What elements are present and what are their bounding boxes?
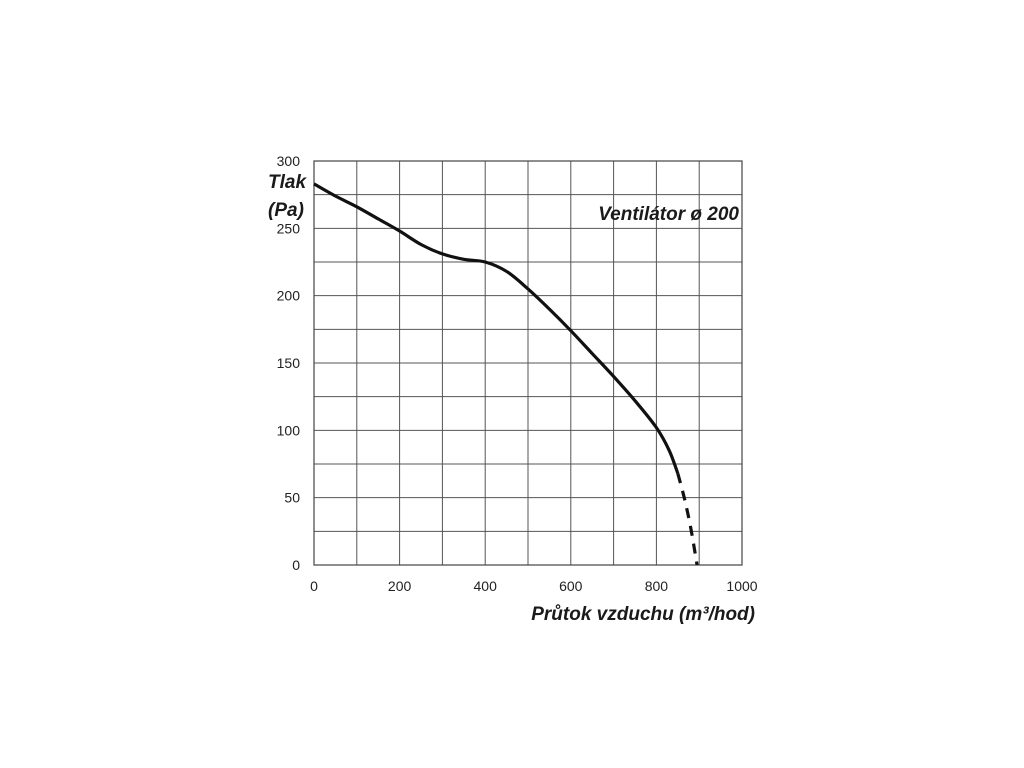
y-axis-label-line2: (Pa)	[268, 200, 304, 221]
y-tick-label: 0	[292, 557, 300, 573]
y-axis-label-line1: Tlak	[268, 172, 307, 193]
x-tick-label: 600	[559, 578, 583, 594]
y-tick-label: 50	[284, 490, 300, 506]
plot-frame	[313, 160, 743, 566]
x-tick-label: 0	[310, 578, 318, 594]
grid	[314, 161, 742, 565]
curve-dashed-extension	[676, 473, 699, 566]
x-tick-label: 400	[474, 578, 498, 594]
y-tick-label: 200	[277, 288, 301, 304]
x-tick-label: 200	[388, 578, 412, 594]
series-layer	[313, 182, 699, 566]
x-tick-label: 800	[645, 578, 669, 594]
y-tick-label: 100	[277, 422, 301, 438]
chart-title: Ventilátor ø 200	[598, 204, 739, 225]
y-tick-labels: 0 50 100 150 200 250 300	[277, 153, 301, 573]
x-axis-label: Průtok vzduchu (m³/hod)	[531, 604, 755, 625]
x-tick-labels: 0 200 400 600 800 1000	[310, 578, 758, 594]
y-tick-label: 250	[277, 220, 301, 236]
pressure-curve	[313, 182, 680, 474]
x-tick-label: 1000	[726, 578, 757, 594]
y-tick-label: 150	[277, 355, 301, 371]
y-tick-label: 300	[277, 153, 301, 169]
